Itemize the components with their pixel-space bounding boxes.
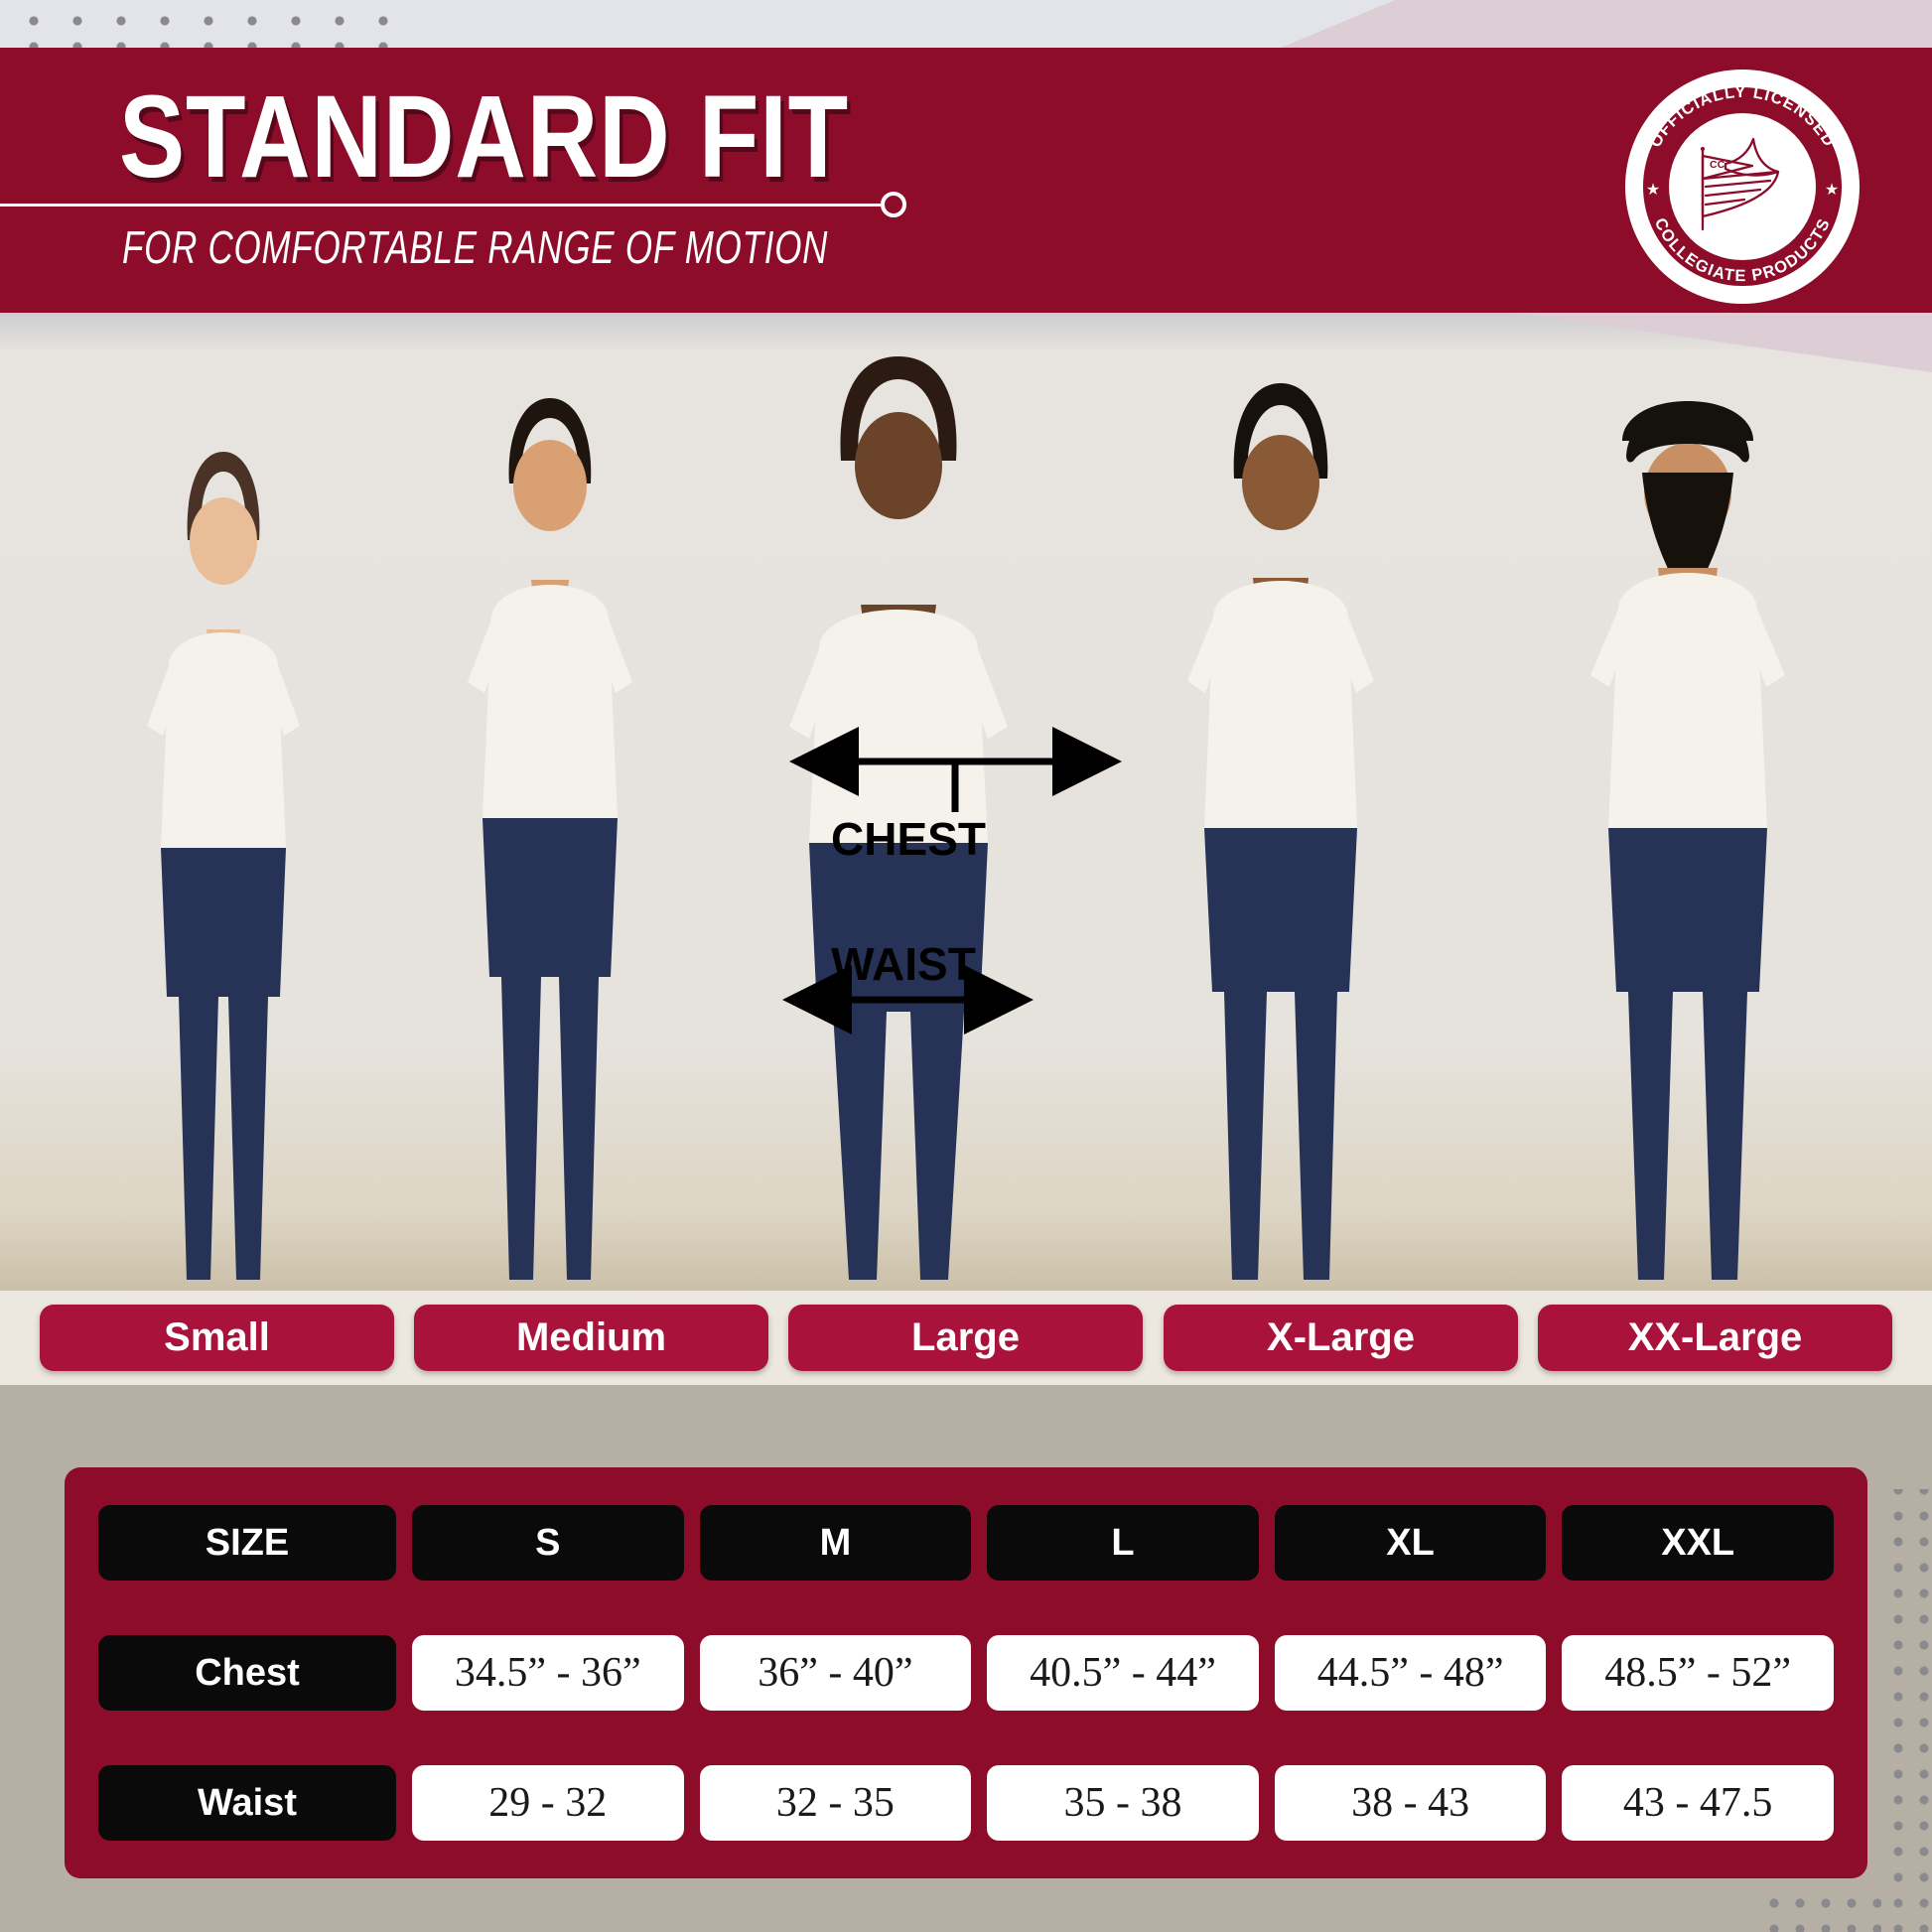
svg-text:CC: CC: [1710, 159, 1725, 171]
svg-text:★: ★: [1825, 182, 1839, 199]
svg-text:★: ★: [1646, 182, 1660, 199]
